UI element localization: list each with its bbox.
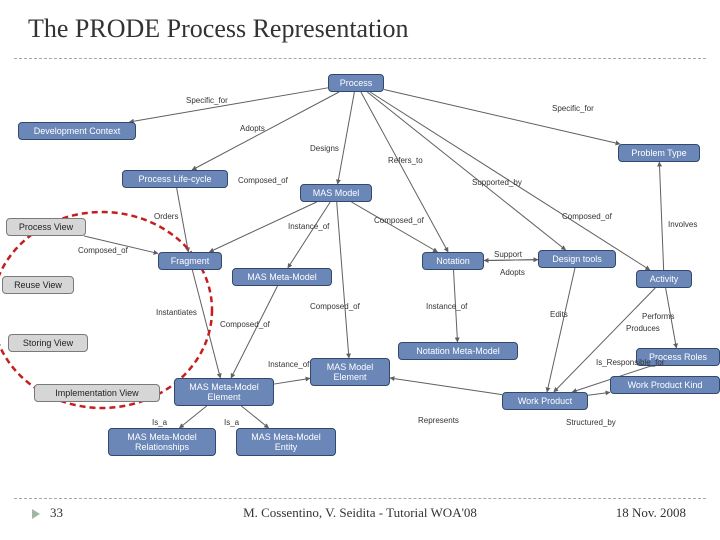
edge-label-process-devctx: Specific_for: [186, 96, 228, 105]
edge-label-process-probtype: Specific_for: [552, 104, 594, 113]
edge-label-activity-procroles: Performs: [642, 312, 674, 321]
node-wp: Work Product: [502, 392, 588, 410]
prode-diagram: Process Development Context Problem Type Pr…: [0, 60, 720, 490]
node-plc: Process Life-cycle: [122, 170, 228, 188]
edge-label-fragment-masmme: Instantiates: [156, 308, 197, 317]
node-activity: Activity: [636, 270, 692, 288]
edge-label-process-notation: Refers_to: [388, 156, 423, 165]
node-masmodel: MAS Model: [300, 184, 372, 202]
slide-title: The PRODE Process Representation: [28, 14, 409, 44]
edge-label-notation-designtools: Support: [494, 250, 522, 259]
edge-label-masmodel-notation: Composed_of: [374, 216, 424, 225]
node-notation: Notation: [422, 252, 484, 270]
edge-label-wp-masmodelel: Represents: [418, 416, 459, 425]
footer-center: M. Cossentino, V. Seidita - Tutorial WOA…: [0, 505, 720, 521]
node-fragment: Fragment: [158, 252, 222, 270]
edge-label-notation-notmm: Instance_of: [426, 302, 467, 311]
node-wpkind: Work Product Kind: [610, 376, 720, 394]
node-pview: Process View: [6, 218, 86, 236]
divider-top: [14, 58, 706, 59]
node-implview: Implementation View: [34, 384, 160, 402]
edge-label-designtools-notation: Adopts: [500, 268, 525, 277]
edge-label-process-plc: Adopts: [240, 124, 265, 133]
node-masmmrel: MAS Meta-Model Relationships: [108, 428, 216, 456]
node-designtools: Design tools: [538, 250, 616, 268]
node-masmme: MAS Meta-Model Element: [174, 378, 274, 406]
edge-label-activity-wp: Produces: [626, 324, 660, 333]
edge-label-procroles-wp: Is_Responsible_for: [596, 358, 664, 367]
node-masmodelel: MAS Model Element: [310, 358, 390, 386]
footer-date: 18 Nov. 2008: [616, 505, 686, 521]
node-masmm: MAS Meta-Model: [232, 268, 332, 286]
node-storing: Storing View: [8, 334, 88, 352]
edge-label-activity-probtype: Involves: [668, 220, 697, 229]
edge-label-process-masmodel: Designs: [310, 144, 339, 153]
edge-label-masmm-masmme: Composed_of: [220, 320, 270, 329]
edge-label-process-activity: Composed_of: [562, 212, 612, 221]
node-process: Process: [328, 74, 384, 92]
node-probtype: Problem Type: [618, 144, 700, 162]
node-reuse: Reuse View: [2, 276, 74, 294]
edge-label-masmodel-masmm: Instance_of: [288, 222, 329, 231]
node-masmmentity: MAS Meta-Model Entity: [236, 428, 336, 456]
edge-label-masmme-masmmrel: Is_a: [152, 418, 167, 427]
edge-label-masmodel-masmodelel: Composed_of: [310, 302, 360, 311]
node-notmm: Notation Meta-Model: [398, 342, 518, 360]
divider-bottom: [14, 498, 706, 499]
edge-label-process-designtools: Supported_by: [472, 178, 522, 187]
edge-label-wp-wpkind: Structured_by: [566, 418, 616, 427]
edge-label-pview-fragment: Composed_of: [78, 246, 128, 255]
edge-label-plc-fragment: Orders: [154, 212, 178, 221]
node-devctx: Development Context: [18, 122, 136, 140]
edge-label-masmme-masmodelel: Instance_of: [268, 360, 309, 369]
edge-label-designtools-wp: Edits: [550, 310, 568, 319]
edge-label-masmme-masmmentity: Is_a: [224, 418, 239, 427]
edge-label-masmodel-fragment: Composed_of: [238, 176, 288, 185]
